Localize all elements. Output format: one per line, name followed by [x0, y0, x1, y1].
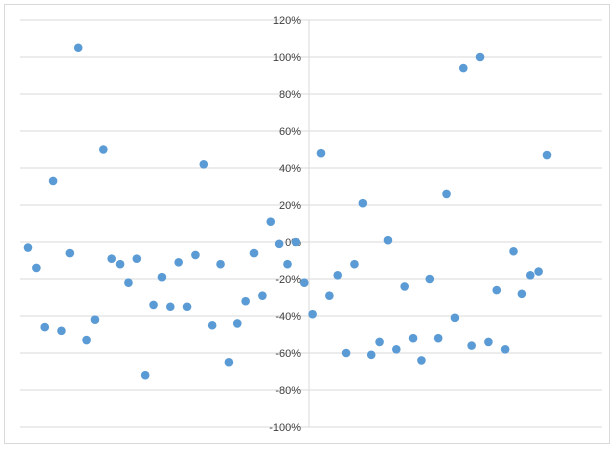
data-point: [450, 313, 460, 323]
y-tick-label: 60%: [279, 126, 301, 138]
data-point: [433, 333, 443, 343]
gridlines: [20, 19, 602, 428]
data-point: [425, 274, 435, 284]
data-point: [542, 150, 552, 160]
data-point: [107, 254, 117, 263]
data-point: [82, 335, 91, 345]
data-point: [408, 333, 418, 343]
data-point: [417, 356, 426, 365]
data-point: [57, 326, 66, 336]
y-tick-label: 20%: [279, 200, 301, 212]
data-point: [316, 148, 326, 158]
data-point: [207, 320, 217, 330]
y-tick-label: 120%: [273, 15, 301, 27]
data-point: [299, 278, 309, 288]
data-point: [23, 243, 33, 252]
data-point: [492, 285, 502, 295]
data-point: [467, 341, 476, 350]
data-point: [99, 145, 108, 154]
data-point: [65, 248, 75, 258]
data-point: [232, 319, 242, 328]
data-point: [191, 250, 200, 260]
data-point: [350, 259, 359, 269]
data-point: [132, 254, 142, 263]
data-point: [241, 296, 250, 306]
data-point: [383, 235, 393, 245]
y-tick-label: 40%: [279, 163, 301, 175]
data-point: [40, 322, 50, 332]
data-point: [73, 43, 83, 53]
data-point: [115, 259, 125, 269]
y-tick-label: 100%: [273, 52, 301, 64]
data-point: [475, 52, 485, 62]
data-point: [392, 345, 401, 354]
data-point: [366, 350, 376, 360]
y-tick-label: 80%: [279, 89, 301, 101]
data-point: [484, 337, 493, 347]
data-point: [500, 345, 510, 354]
data-point: [216, 259, 225, 269]
data-point: [333, 271, 343, 280]
data-point: [525, 271, 535, 280]
y-tick-label: -60%: [275, 348, 301, 360]
data-point: [341, 348, 351, 358]
data-point: [32, 263, 41, 273]
data-point: [442, 189, 451, 199]
data-point: [266, 217, 276, 226]
data-point: [174, 258, 183, 267]
data-point: [308, 309, 317, 319]
y-tick-label: -100%: [269, 422, 301, 434]
data-point: [258, 291, 267, 300]
y-tick-label: -80%: [275, 385, 301, 397]
data-point: [458, 63, 468, 73]
data-point: [534, 267, 543, 276]
data-point: [124, 278, 133, 288]
y-tick-label: -40%: [275, 311, 301, 323]
data-point: [291, 237, 301, 247]
data-point: [182, 302, 192, 312]
data-point: [249, 248, 259, 258]
data-point: [358, 198, 368, 208]
data-point: [149, 300, 158, 310]
data-point: [283, 259, 292, 269]
chart-area: [4, 4, 610, 444]
y-tick-label: -20%: [275, 274, 301, 286]
data-point: [199, 160, 209, 169]
y-axis: 120%100%80%60%40%20%0%-20%-40%-60%-80%-1…: [269, 15, 310, 434]
data-point: [140, 370, 150, 380]
data-point: [90, 315, 100, 325]
data-point: [157, 272, 167, 282]
data-point: [509, 246, 518, 256]
data-point: [400, 282, 409, 291]
data-point: [48, 176, 58, 186]
data-point: [224, 357, 234, 367]
data-point: [166, 302, 175, 312]
data-point: [375, 337, 384, 347]
data-points: [23, 43, 552, 380]
data-point: [517, 289, 527, 299]
data-point: [274, 239, 284, 249]
data-point: [325, 291, 334, 300]
